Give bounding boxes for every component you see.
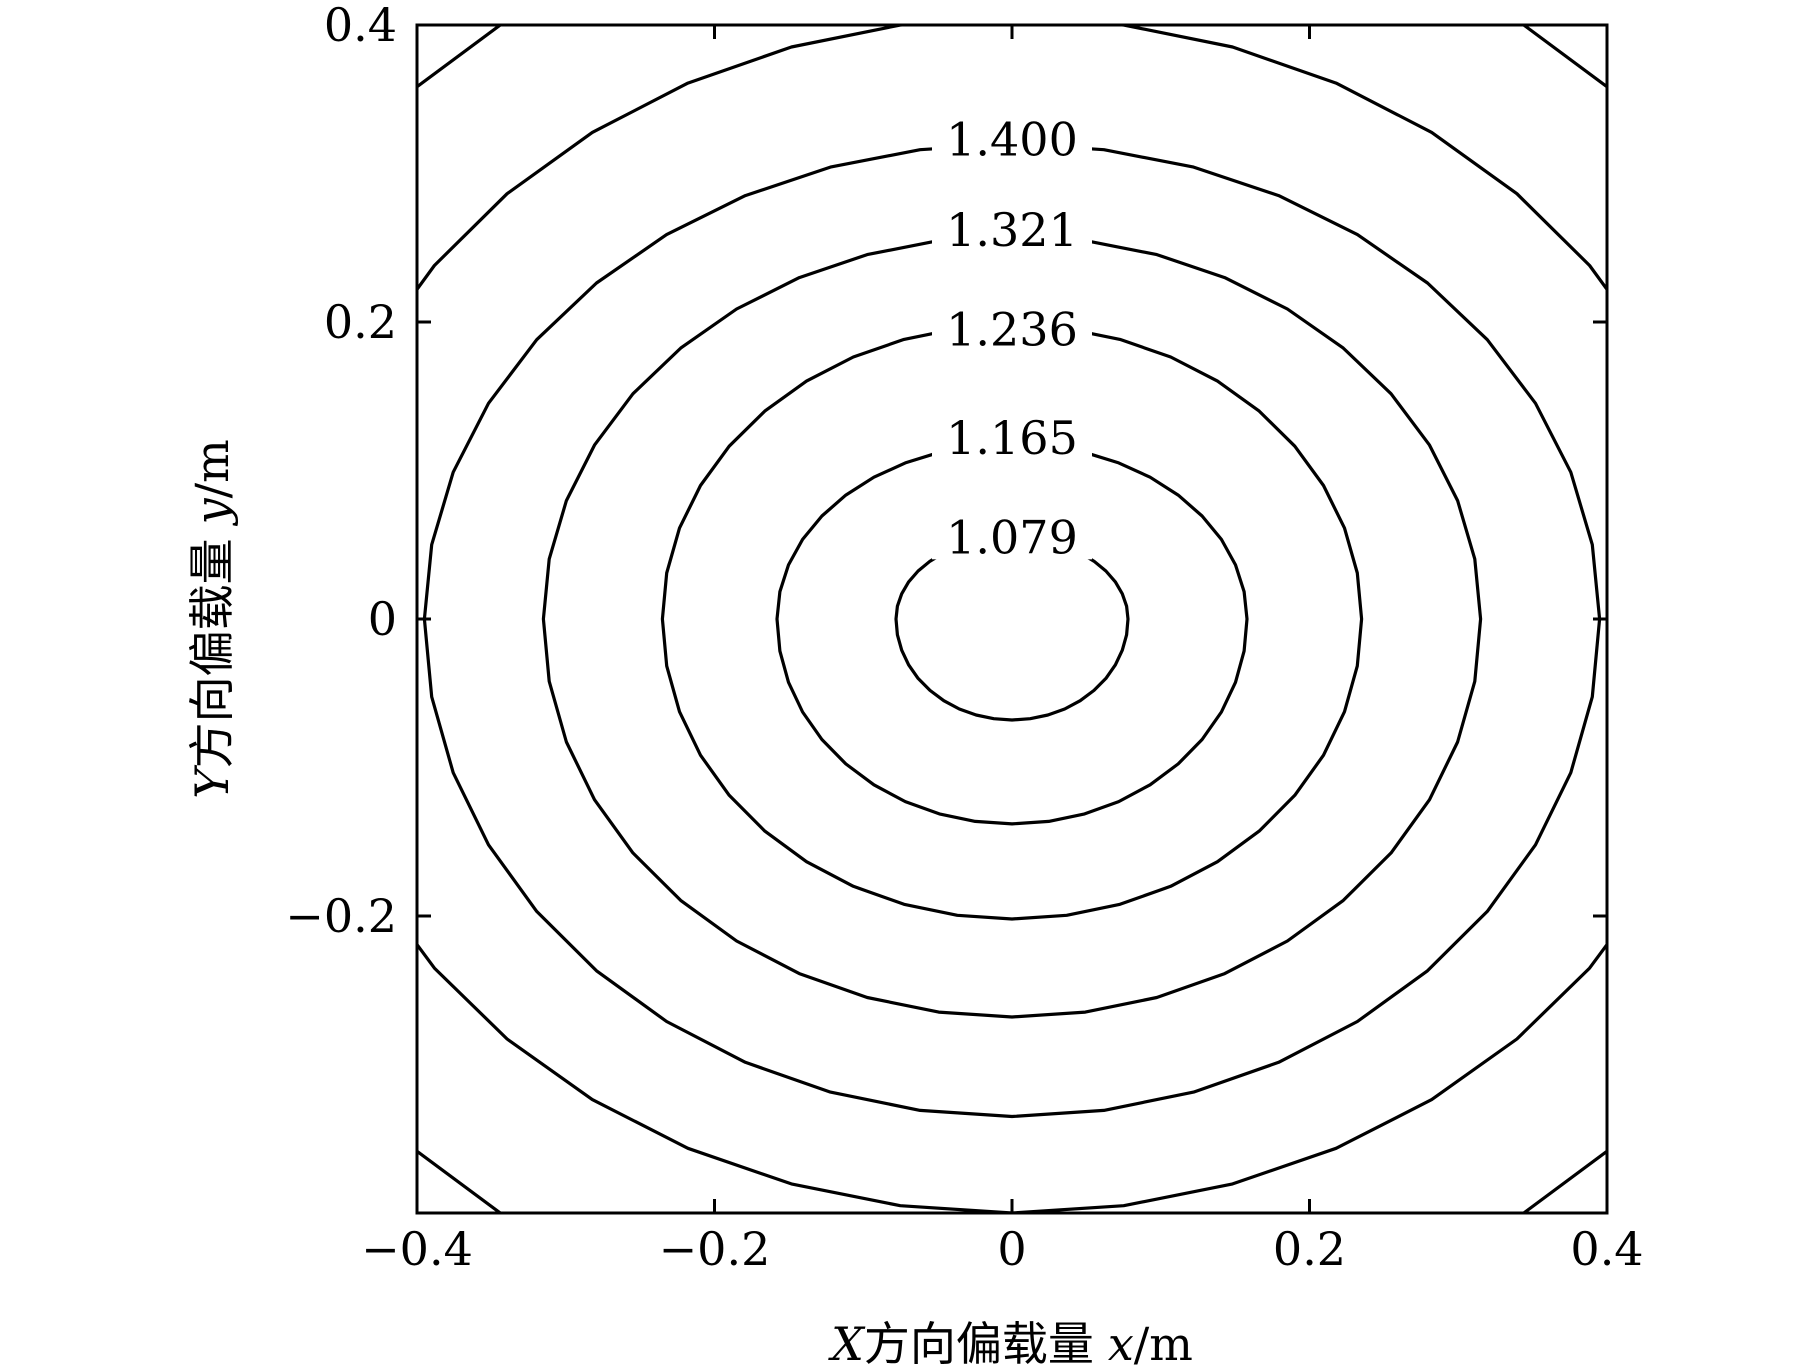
contour-label: 1.236 (946, 302, 1078, 356)
contour-line (894, 535, 1130, 722)
x-tick-label: 0.4 (1570, 1222, 1643, 1276)
y-tick-label: 0.2 (324, 295, 397, 349)
y-axis-title-var: y (185, 497, 239, 526)
y-axis-title-cn: 方向偏载量 (185, 538, 239, 768)
x-axis-title: X方向偏载量 x/m (828, 1317, 1193, 1369)
y-axis-title-unit: /m (185, 439, 239, 498)
contour-line (775, 442, 1249, 826)
x-axis-title-prefix: X (828, 1317, 866, 1369)
x-axis-title-cn: 方向偏载量 (864, 1317, 1094, 1369)
x-tick-label: −0.4 (361, 1222, 473, 1276)
contour-label-bg (932, 203, 1092, 252)
contour-labels: 1.079 1.165 1.236 1.321 1.400 (932, 112, 1092, 564)
x-axis-title-var: x (1108, 1317, 1134, 1369)
contour-line (660, 323, 1364, 921)
y-axis-title: Y方向偏载量 y/m (185, 439, 239, 799)
contour-line (417, 25, 1607, 1213)
y-tick-label: −0.2 (285, 889, 397, 943)
y-tick-label: 0 (368, 592, 397, 646)
x-axis-ticks: −0.4 −0.2 0 0.2 0.4 (361, 25, 1644, 1276)
x-tick-label: 0 (997, 1222, 1026, 1276)
contour-label: 1.079 (946, 510, 1078, 564)
contour-label-bg (932, 303, 1092, 352)
contour-label-bg (932, 113, 1092, 162)
y-tick-label: 0.4 (324, 0, 397, 52)
contour-line (422, 142, 1602, 1119)
contour-line (541, 234, 1483, 1019)
contour-label: 1.165 (946, 411, 1078, 465)
contour-label: 1.400 (946, 112, 1078, 166)
contour-lines (417, 25, 1607, 1213)
x-tick-label: −0.2 (659, 1222, 771, 1276)
y-axis-title-prefix: Y (185, 764, 239, 799)
contour-label: 1.321 (946, 203, 1078, 257)
y-axis-ticks: 0.4 0.2 0 −0.2 (285, 0, 1607, 943)
x-tick-label: 0.2 (1273, 1222, 1346, 1276)
x-axis-title-unit: /m (1134, 1317, 1193, 1369)
contour-label-bg (932, 411, 1092, 460)
contour-label-bg (932, 511, 1092, 560)
